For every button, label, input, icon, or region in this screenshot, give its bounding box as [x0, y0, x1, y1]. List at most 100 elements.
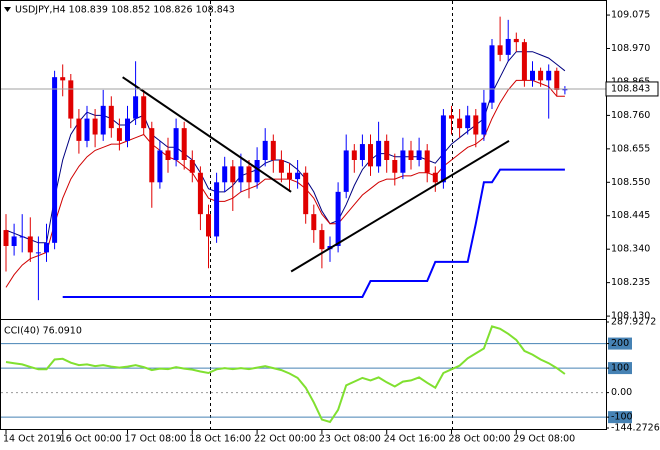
- candle-body: [449, 115, 454, 119]
- candle-body: [481, 102, 487, 135]
- candle-body: [27, 236, 33, 253]
- candle-body: [19, 236, 25, 238]
- level-label-box: [608, 411, 632, 424]
- candle-body: [262, 140, 268, 160]
- cci-line: [5, 325, 566, 424]
- candle-body: [11, 236, 17, 247]
- candle-body: [562, 88, 568, 91]
- candle-body: [222, 166, 228, 183]
- candle-body: [521, 42, 527, 81]
- candle-body: [343, 150, 349, 192]
- candle-body: [197, 172, 203, 215]
- x-tick-label: 29 Oct 08:00: [513, 434, 575, 445]
- trend-line: [290, 140, 510, 273]
- candle-body: [351, 150, 357, 160]
- candle-body: [35, 252, 41, 254]
- x-tick-label: 16 Oct 00:00: [60, 434, 122, 445]
- y-tick-label: 108.340: [611, 244, 650, 255]
- candle-body: [359, 144, 365, 160]
- candle-body: [335, 191, 341, 247]
- candle-body: [100, 105, 106, 135]
- candle-body: [368, 144, 373, 167]
- candle-body: [497, 45, 503, 55]
- candle-body: [238, 166, 244, 183]
- y-tick-label: 108.760: [611, 110, 650, 121]
- candle-body: [149, 128, 155, 183]
- y-tick-label: 287.9272: [611, 317, 656, 328]
- candle-body: [52, 77, 58, 243]
- candle-body: [181, 128, 187, 160]
- header-marker: [4, 7, 11, 12]
- x-tick-label: 17 Oct 08:00: [125, 434, 187, 445]
- x-tick-label: 28 Oct 00:00: [449, 434, 511, 445]
- candle-body: [157, 150, 163, 183]
- candle-body: [295, 172, 301, 180]
- y-tick-label: 108.445: [611, 210, 650, 221]
- candle-body: [270, 140, 276, 160]
- candle-body: [530, 70, 535, 81]
- candle-body: [165, 150, 171, 160]
- indicator-line: [5, 51, 566, 244]
- candle-body: [392, 160, 398, 173]
- candle-body: [133, 96, 139, 119]
- candle-body: [189, 160, 195, 173]
- y-tick-label: 109.075: [611, 10, 650, 21]
- indicator-line: [5, 79, 565, 288]
- plot-frame: [0, 0, 607, 430]
- last-price-box: [605, 81, 659, 97]
- indicator-title: CCI(40) 76.0910: [4, 326, 82, 337]
- level-label-box: [608, 337, 632, 350]
- level-label-box: [608, 362, 632, 375]
- candle-body: [416, 150, 422, 160]
- candle-body: [432, 172, 438, 183]
- candle-body: [108, 105, 114, 129]
- candle-body: [554, 70, 560, 90]
- candle-body: [3, 230, 9, 247]
- y-tick-label: 108.550: [611, 177, 650, 188]
- candle-body: [408, 150, 414, 160]
- candle-body: [278, 160, 284, 173]
- candle-body: [92, 118, 98, 135]
- candle-body: [125, 118, 130, 141]
- candle-body: [84, 118, 90, 141]
- candle-body: [465, 115, 471, 129]
- chart-header: USDJPY,H4 108.839 108.852 108.826 108.84…: [15, 5, 235, 16]
- candle-body: [214, 182, 220, 237]
- y-tick-label: 108.235: [611, 277, 650, 288]
- candle-body: [254, 160, 260, 183]
- candle-body: [116, 128, 122, 141]
- candle-body: [246, 166, 252, 183]
- candle-body: [68, 80, 74, 119]
- candle-body: [489, 45, 495, 103]
- y-tick-label: 200: [611, 338, 629, 349]
- candle-body: [384, 140, 390, 160]
- candle-body: [505, 38, 511, 55]
- candle-body: [60, 77, 66, 81]
- y-tick-label: -100: [611, 412, 633, 423]
- x-tick-label: 18 Oct 16:00: [189, 434, 251, 445]
- candle-body: [287, 172, 292, 180]
- candle-body: [376, 140, 382, 167]
- indicator-line: [62, 168, 565, 298]
- candle-body: [319, 230, 325, 250]
- candle-body: [173, 128, 179, 160]
- y-tick-label: 108.970: [611, 43, 650, 54]
- x-tick-label: 14 Oct 2019: [3, 434, 62, 445]
- candle-body: [457, 118, 463, 129]
- y-tick-label: -144.2726: [611, 423, 660, 434]
- trend-line: [122, 76, 292, 193]
- y-tick-label: 108.655: [611, 143, 650, 154]
- candle-body: [440, 115, 446, 183]
- x-tick-label: 23 Oct 08:00: [319, 434, 381, 445]
- y-tick-label: 100: [611, 363, 629, 374]
- candle-body: [303, 172, 309, 215]
- candle-body: [424, 150, 430, 173]
- candle-body: [400, 150, 406, 173]
- y-tick-label: 0.00: [611, 387, 632, 398]
- candle-body: [141, 96, 147, 129]
- candle-body: [538, 70, 544, 81]
- x-tick-label: 24 Oct 16:00: [384, 434, 446, 445]
- candle-body: [206, 214, 211, 237]
- candle-body: [230, 166, 236, 183]
